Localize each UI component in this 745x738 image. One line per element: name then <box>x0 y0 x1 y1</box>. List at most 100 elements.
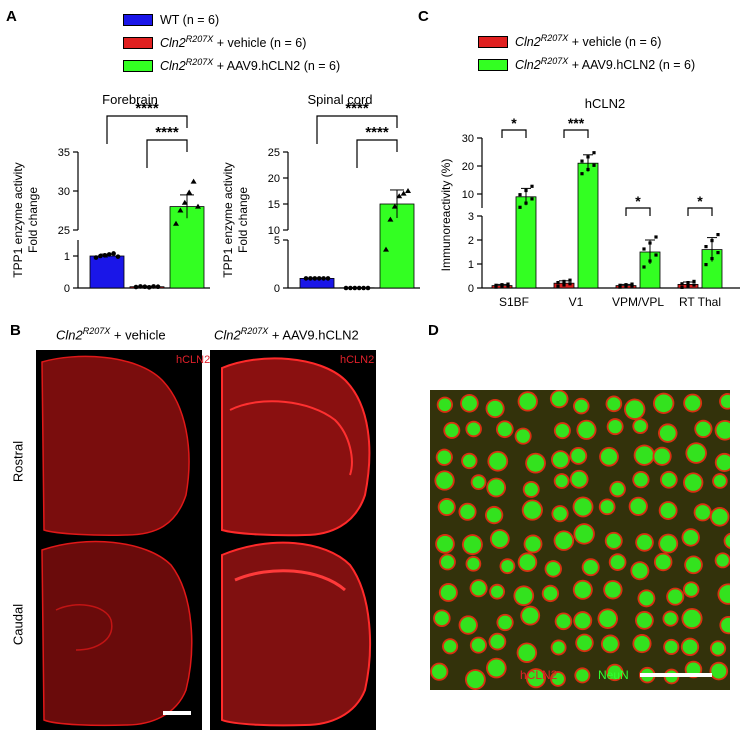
cell-nucleus-green <box>610 555 625 570</box>
cell-nucleus-green <box>527 669 545 687</box>
cell-nucleus-green <box>599 610 617 628</box>
forebrain-point-1-4 <box>151 284 156 289</box>
spinal-point-0-5 <box>325 276 331 281</box>
stain-label-vehicle: hCLN2 <box>176 354 211 366</box>
spinal-point-1-1 <box>348 285 353 291</box>
hcln2-point-2-0-1 <box>624 284 628 289</box>
micrograph-vehicle: hCLN2 <box>36 350 210 730</box>
legend-item-wt: WT (n = 6) <box>123 8 340 31</box>
cell-nucleus-green <box>659 425 676 442</box>
spinal-ytick-label-4: 20 <box>268 173 280 185</box>
forebrain-sig-label-1: **** <box>155 124 179 141</box>
cell-nucleus-green <box>525 536 541 552</box>
cell-nucleus-green <box>711 508 728 525</box>
hcln2-xtick-label-2: VPM/VPL <box>612 295 664 309</box>
cell-nucleus-green <box>630 498 647 515</box>
panel-b-col-label-vehicle: Cln2R207X + vehicle <box>56 326 166 343</box>
hcln2-point-0-1-1 <box>524 201 528 205</box>
forebrain-point-0-5 <box>115 254 121 259</box>
section-caudal-vehicle <box>41 540 193 727</box>
forebrain-title: Forebrain <box>102 92 158 107</box>
micrograph-d: hCLN2 NeuN <box>430 390 730 690</box>
forebrain-point-0-1 <box>98 253 103 259</box>
cell-nucleus-green <box>711 642 725 655</box>
legend-swatch-aav <box>123 59 153 72</box>
hcln2-xtick-label-0: S1BF <box>499 295 529 309</box>
cell-nucleus-green <box>716 421 730 439</box>
cell-nucleus-green <box>682 639 698 655</box>
forebrain-ytick-label-3: 30 <box>58 186 70 198</box>
hcln2-point-0-0-5 <box>506 282 510 286</box>
cell-nucleus-green <box>655 554 671 570</box>
legend-c-item-vehicle: Cln2R207X + vehicle (n = 6) <box>478 30 695 53</box>
cell-nucleus-green <box>716 454 730 471</box>
spinal-sig-label-1: **** <box>365 124 389 141</box>
cell-nucleus-green <box>551 672 565 686</box>
cell-nucleus-green <box>574 399 588 413</box>
forebrain-ytick-label-0: 0 <box>64 283 70 295</box>
forebrain-ytick-label-1: 1 <box>64 251 70 263</box>
hcln2-point-3-0-1 <box>686 284 690 288</box>
forebrain-point-1-1 <box>138 284 143 289</box>
hcln2-ytick-label-lower-1: 1 <box>468 259 474 271</box>
spinal-ylabel-1: Fold change <box>236 187 250 253</box>
forebrain-point-1-5 <box>155 284 161 290</box>
cell-nucleus-green <box>684 583 698 596</box>
cell-nucleus-green <box>686 662 701 677</box>
hcln2-point-0-1-3 <box>518 193 522 197</box>
cell-nucleus-green <box>460 617 477 633</box>
row-label-rostral: Rostral <box>10 440 26 483</box>
cell-nucleus-green <box>684 474 702 491</box>
cell-nucleus-green <box>575 524 594 543</box>
spinal-point-0-4 <box>321 276 326 281</box>
hcln2-point-1-1-0 <box>580 172 584 176</box>
cell-nucleus-green <box>713 474 726 487</box>
cell-nucleus-green <box>608 419 622 434</box>
hcln2-point-3-0-5 <box>692 279 696 283</box>
cell-nucleus-green <box>684 395 701 411</box>
cell-nucleus-green <box>605 581 621 598</box>
spinal-title: Spinal cord <box>307 92 372 107</box>
section-rostral-aav <box>221 357 371 537</box>
cell-nucleus-green <box>719 585 730 603</box>
cell-nucleus-green <box>515 587 533 605</box>
cell-nucleus-green <box>634 635 650 652</box>
cell-nucleus-green <box>725 534 730 548</box>
hcln2-ytick-label-upper-2: 30 <box>462 133 474 145</box>
section-rostral-vehicle <box>41 355 190 536</box>
spinal-point-1-4 <box>361 285 366 291</box>
micrograph-aav: hCLN2 <box>210 350 376 730</box>
stain-label-aav: hCLN2 <box>340 354 375 366</box>
forebrain-point-2-5 <box>195 203 201 209</box>
cell-nucleus-green <box>439 499 454 515</box>
hcln2-point-3-1-0 <box>704 263 708 267</box>
hcln2-point-1-0-1 <box>562 283 566 287</box>
cell-nucleus-green <box>606 533 621 549</box>
cell-nucleus-green <box>471 581 486 596</box>
hcln2-point-3-0-2 <box>692 283 696 287</box>
cell-nucleus-green <box>607 665 622 680</box>
hcln2-point-1-0-0 <box>556 284 560 288</box>
label-neun-d: NeuN <box>598 668 629 682</box>
cell-nucleus-green <box>685 557 702 573</box>
spinal-point-2-4 <box>400 190 407 196</box>
legend-c: Cln2R207X + vehicle (n = 6) Cln2R207X + … <box>478 30 695 76</box>
spinal-ytick-label-1: 5 <box>274 235 280 247</box>
cell-nucleus-green <box>466 670 485 689</box>
cell-nucleus-green <box>552 452 569 468</box>
cell-nucleus-green <box>543 586 558 601</box>
label-hcln2-d: hCLN2 <box>520 668 558 682</box>
hcln2-point-1-1-5 <box>592 151 596 155</box>
cell-nucleus-green <box>467 557 480 570</box>
forebrain-sig-bracket-1 <box>146 139 188 168</box>
cell-nucleus-green <box>696 421 711 437</box>
hcln2-point-3-1-1 <box>710 257 714 261</box>
spinal-point-1-3 <box>356 285 362 291</box>
forebrain-point-1-0 <box>133 284 139 290</box>
section-rostral-aav-detail <box>229 400 353 476</box>
cell-nucleus-green <box>695 505 710 520</box>
hcln2-point-3-1-4 <box>710 239 714 243</box>
scale-bar-d <box>640 673 712 677</box>
cell-nucleus-green <box>486 507 502 523</box>
forebrain-point-2-4 <box>190 178 197 184</box>
